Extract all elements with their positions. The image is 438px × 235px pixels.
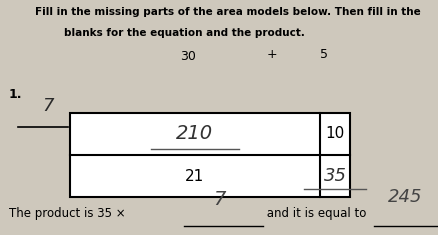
Text: 21: 21 (185, 169, 205, 184)
Bar (70, 113, 350, 197)
Text: 5: 5 (320, 47, 328, 61)
Text: and it is equal to: and it is equal to (263, 207, 370, 220)
Text: Fill in the missing parts of the area models below. Then fill in the: Fill in the missing parts of the area mo… (35, 7, 420, 17)
Text: 245: 245 (388, 188, 422, 206)
Text: 30: 30 (180, 50, 196, 63)
Text: 210: 210 (177, 125, 213, 143)
Text: 35: 35 (324, 167, 346, 185)
Text: 10: 10 (325, 126, 345, 141)
Text: +: + (266, 47, 277, 61)
Text: 7: 7 (42, 97, 54, 115)
Text: The product is 35 ×: The product is 35 × (9, 207, 129, 220)
Text: blanks for the equation and the product.: blanks for the equation and the product. (64, 28, 304, 38)
Text: 7: 7 (213, 190, 225, 209)
Text: 1.: 1. (9, 87, 22, 101)
